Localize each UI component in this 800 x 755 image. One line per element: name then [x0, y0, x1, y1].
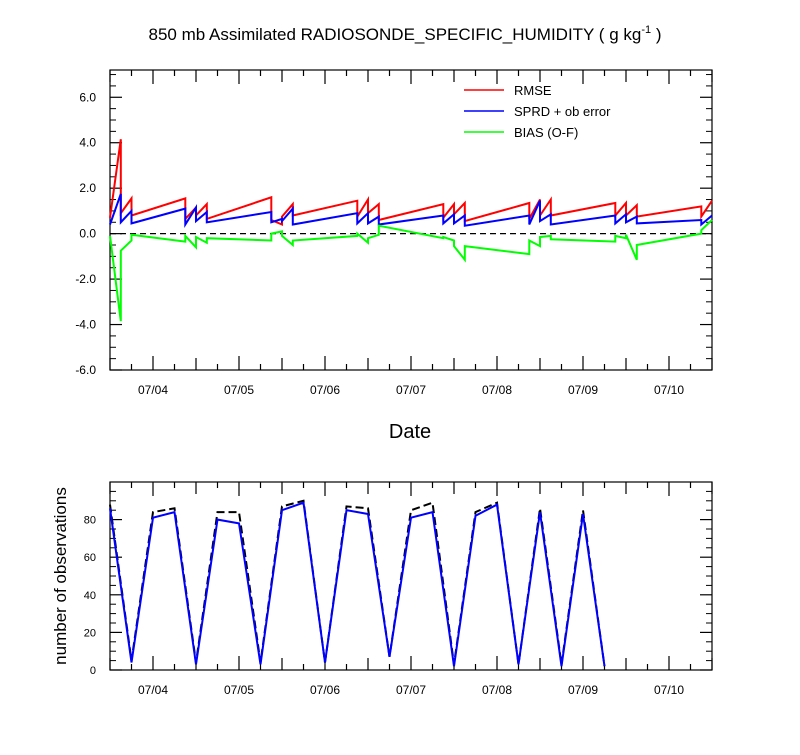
legend-label: SPRD + ob error: [514, 104, 611, 119]
x-tick-label: 07/06: [310, 683, 340, 697]
x-tick-label: 07/10: [654, 383, 684, 397]
y-tick-label: -4.0: [75, 318, 96, 332]
x-tick-label: 07/08: [482, 383, 512, 397]
y-tick-label: -2.0: [75, 272, 96, 286]
bottom-plot-panel: 07/04 07/05 07/06 07/07 07/08 07/09 07/10 0 20 40…: [84, 481, 713, 697]
x-tick-label: 07/07: [396, 383, 426, 397]
x-tick-label: 07/05: [224, 383, 254, 397]
top-plot-panel: 07/04 07/05 07/06 07/07 07/08 07/09 07/10 -6.0 -…: [75, 69, 713, 397]
y-tick-label: 4.0: [79, 136, 96, 150]
title-tail: ): [651, 25, 661, 44]
title-main: 850 mb Assimilated RADIOSONDE_SPECIFIC_H…: [149, 25, 642, 44]
series-line-rmse: [109, 139, 713, 227]
legend-label: BIAS (O-F): [514, 125, 578, 140]
y-tick-label: 40: [84, 590, 96, 602]
series-line-bias-o-f: [109, 219, 713, 322]
series-line-solid: [109, 501, 606, 667]
x-tick-label: 07/06: [310, 383, 340, 397]
y-axis-label: number of observations: [51, 487, 70, 665]
title-exponent: -1: [641, 24, 651, 36]
y-tick-label: 60: [84, 552, 96, 564]
x-tick-label: 07/04: [138, 383, 168, 397]
y-tick-label: 6.0: [79, 90, 96, 104]
x-tick-label: 07/09: [568, 383, 598, 397]
x-axis-label: Date: [389, 421, 431, 443]
series-line-sprd-ob-error: [109, 193, 713, 228]
x-tick-label: 07/04: [138, 683, 168, 697]
x-tick-label: 07/07: [396, 683, 426, 697]
y-tick-label: 2.0: [79, 181, 96, 195]
chart-title: 850 mb Assimilated RADIOSONDE_SPECIFIC_H…: [149, 24, 662, 44]
y-tick-label: 20: [84, 627, 96, 639]
legend-label: RMSE: [514, 83, 552, 98]
x-tick-label: 07/08: [482, 683, 512, 697]
y-tick-label: 80: [84, 515, 96, 527]
y-tick-label: -6.0: [75, 363, 96, 377]
x-tick-label: 07/09: [568, 683, 598, 697]
y-tick-label: 0: [90, 665, 96, 677]
y-tick-label: 0.0: [79, 227, 96, 241]
x-tick-label: 07/10: [654, 683, 684, 697]
x-tick-label: 07/05: [224, 683, 254, 697]
